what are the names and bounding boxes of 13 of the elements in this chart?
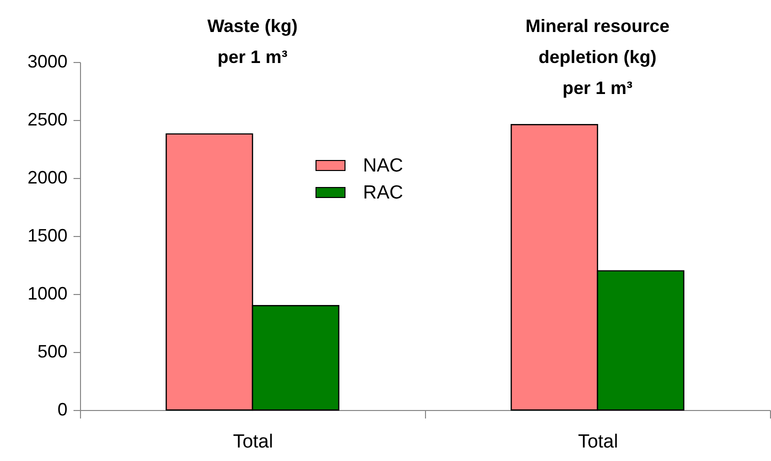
y-tick-label: 3000 [27, 52, 68, 72]
x-tick-label: Total [232, 432, 274, 452]
legend-label: NAC [363, 156, 404, 176]
x-tick-label: Total [578, 432, 618, 452]
y-tick-label: 0 [57, 400, 68, 420]
legend-label: RAC [363, 182, 404, 204]
y-tick-label: 2500 [27, 110, 68, 130]
annotation: Waste (kg) per 1 m³ [207, 16, 298, 67]
y-tick-label: 1500 [27, 226, 68, 246]
y-tick-label: 2000 [27, 168, 68, 188]
y-tick-label: 1000 [27, 284, 68, 304]
annotation: Mineral resource depletion (kg) per 1 m³ [525, 16, 670, 98]
y-tick-label: 500 [37, 342, 68, 362]
